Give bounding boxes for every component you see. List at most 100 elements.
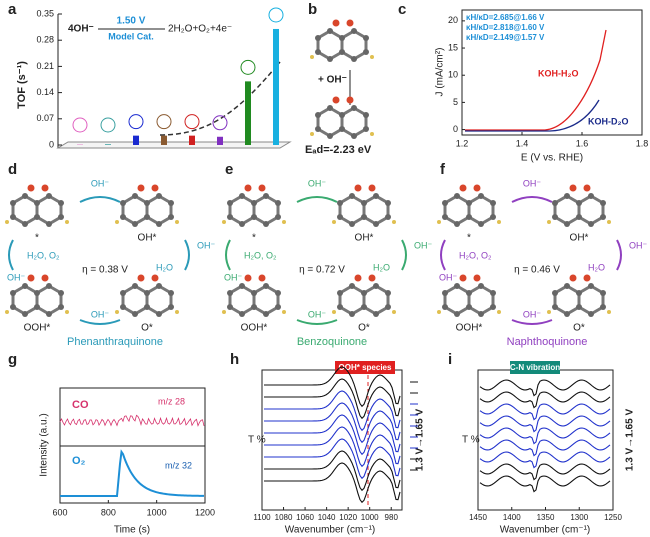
- y-axis-label: J (mA/cm²): [435, 48, 446, 97]
- legend-label: KOH-H₂O: [538, 68, 579, 78]
- y-tick-label: 0.35: [36, 8, 54, 18]
- equation: Model Cat.: [108, 31, 154, 41]
- y-tick-label: 10: [448, 70, 458, 80]
- panel-label: f: [440, 161, 446, 178]
- x-tick-label: 1350: [537, 513, 555, 522]
- equation: 4OH⁻: [68, 24, 94, 35]
- plot-frame: [261, 369, 403, 511]
- molecule: [308, 95, 376, 141]
- reagent: H₂O: [588, 262, 605, 272]
- reagent: OH⁻: [91, 178, 110, 188]
- species-label: OH*: [570, 233, 589, 244]
- arrow: [8, 239, 14, 271]
- x-axis-label: Time (s): [114, 525, 150, 536]
- trend: [159, 61, 281, 136]
- x-tick-label: 1.2: [456, 138, 469, 148]
- arrow: [616, 239, 622, 271]
- x-tick-label: 1040: [318, 513, 336, 522]
- equation: 1.50 V: [117, 16, 146, 27]
- panel-label: b: [308, 1, 317, 18]
- arrow: [511, 319, 553, 325]
- trace: [60, 449, 205, 497]
- y-tick-label: 0: [49, 139, 54, 149]
- arrow: [296, 196, 338, 203]
- molecule-icon: [212, 115, 228, 131]
- bar: [245, 81, 251, 145]
- molecule: [545, 183, 613, 229]
- molecule-icon: [156, 114, 172, 130]
- reagent: H₂O, O₂: [27, 250, 60, 260]
- series-label: CO: [72, 399, 89, 411]
- arrow: [225, 239, 231, 271]
- bar: [105, 144, 111, 145]
- molecule: [330, 183, 398, 229]
- arrow: [296, 319, 338, 325]
- spectrum: [479, 415, 611, 433]
- species-label: *: [252, 233, 256, 244]
- arrow: [511, 196, 553, 203]
- reagent: OH⁻: [308, 309, 327, 319]
- molecule-icon: [268, 7, 284, 23]
- x-tick-label: 800: [101, 507, 116, 517]
- arrow: [79, 196, 121, 203]
- spectrum: [264, 390, 401, 432]
- y-tick-label: 0.14: [36, 87, 54, 97]
- panel-label: h: [230, 351, 239, 368]
- arrow: [440, 239, 446, 271]
- panel-label: c: [398, 1, 406, 18]
- reagent: OH⁻: [308, 178, 327, 188]
- x-tick-label: 1.8: [636, 138, 649, 148]
- x-axis-label: Wavenumber (cm⁻¹): [285, 525, 375, 536]
- y-tick-label: 0.21: [36, 61, 54, 71]
- reagent: H₂O, O₂: [459, 250, 492, 260]
- spectrum: [264, 450, 401, 492]
- spectrum: [264, 402, 401, 444]
- kie-label: κH/κD=2.149@1.57 V: [466, 33, 545, 42]
- panel-label: i: [448, 351, 452, 368]
- species-label: OOH*: [241, 323, 268, 334]
- catalyst-name: Naphthoquinone: [507, 336, 588, 348]
- annotation: C-N vibration: [510, 363, 560, 372]
- species-label: O*: [141, 323, 153, 334]
- bar: [161, 135, 167, 145]
- legend-label: KOH-D₂O: [588, 116, 629, 126]
- trace: [59, 414, 205, 427]
- kie-label: κH/κD=2.818@1.60 V: [466, 23, 545, 32]
- y-tick-label: 0.07: [36, 113, 54, 123]
- x-tick-label: 1300: [570, 513, 588, 522]
- spectrum: [479, 379, 611, 397]
- molecule-icon: [100, 117, 116, 133]
- curve: [465, 29, 607, 131]
- reagent: OH⁻: [224, 272, 243, 282]
- reagent: OH⁻: [91, 309, 110, 319]
- x-tick-label: 1020: [339, 513, 357, 522]
- x-tick-label: 1100: [253, 513, 271, 522]
- legend-label: m/z 28: [158, 396, 185, 406]
- y-tick-label: 15: [448, 42, 458, 52]
- annotation: OOH* species: [339, 363, 392, 372]
- panel-label: g: [8, 351, 17, 368]
- x-tick-label: 1.6: [576, 138, 589, 148]
- badge: [510, 361, 560, 374]
- x-tick-label: 1060: [296, 513, 314, 522]
- molecule: [3, 183, 71, 229]
- x-tick-label: 1.4: [516, 138, 529, 148]
- overpotential: η = 0.72 V: [299, 265, 345, 276]
- reagent: OH⁻: [523, 309, 542, 319]
- reagent: H₂O: [156, 262, 173, 272]
- equation: 2H₂O+O₂+4e⁻: [168, 24, 232, 35]
- reagent: H₂O, O₂: [244, 250, 277, 260]
- molecule: [220, 183, 288, 229]
- y-axis-label: T %: [248, 435, 266, 446]
- spectrum: [479, 475, 611, 493]
- y-axis-label: T %: [462, 435, 480, 446]
- y-axis-label: Intensity (a.u.): [39, 413, 50, 476]
- spectrum: [264, 414, 401, 456]
- arrow: [79, 319, 121, 325]
- spectrum: [479, 427, 611, 445]
- panel-label: d: [8, 161, 17, 178]
- reagent: + OH⁻: [318, 75, 347, 86]
- arrow: [184, 239, 190, 271]
- reagent: H₂O: [373, 262, 390, 272]
- bar: [217, 136, 223, 145]
